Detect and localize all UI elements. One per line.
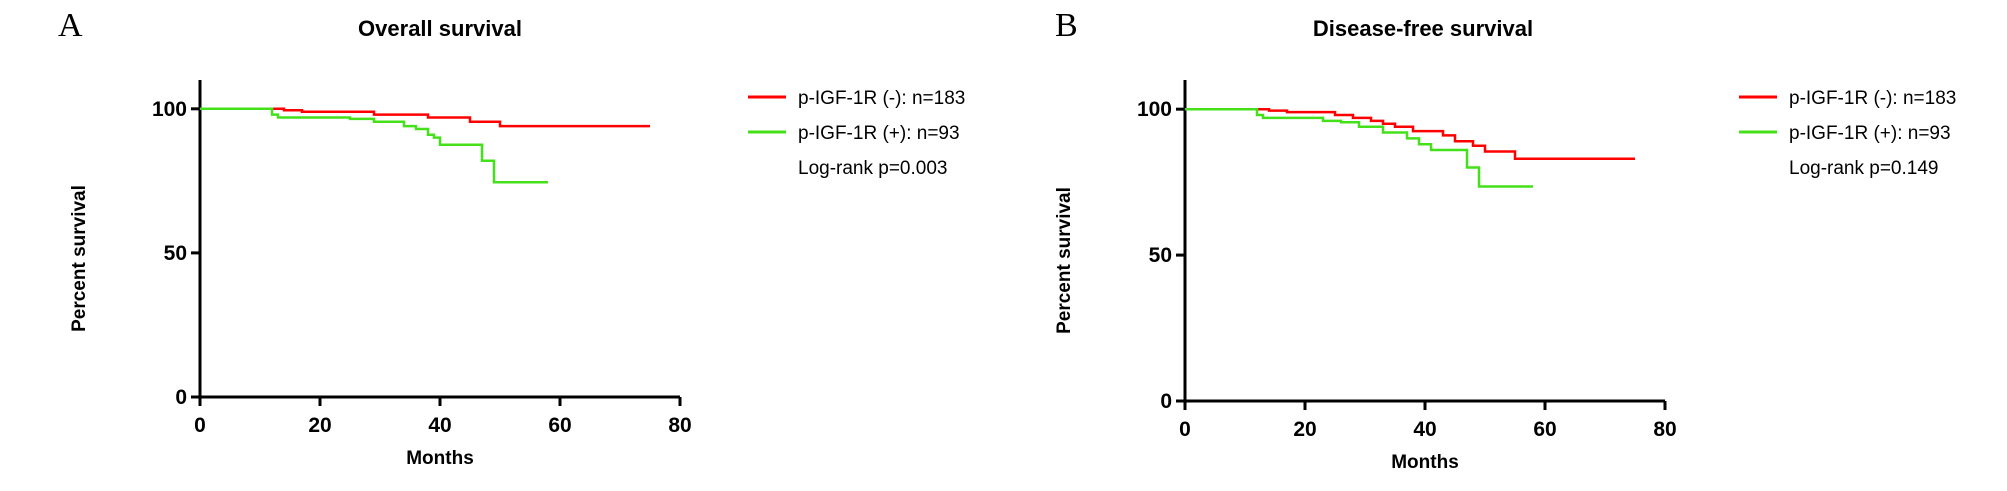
y-axis-label: Percent survival — [69, 185, 90, 332]
series-line-positive — [1185, 107, 1533, 188]
series-line-positive — [200, 107, 548, 184]
x-tick-label: 80 — [668, 414, 691, 437]
log-rank-annotation: Log-rank p=0.003 — [798, 158, 947, 179]
x-tick-label: 40 — [1413, 418, 1436, 441]
x-axis-label: Months — [1391, 452, 1459, 473]
chart-title: Disease-free survival — [1313, 16, 1533, 41]
y-tick-label: 100 — [152, 98, 187, 121]
y-tick-label: 0 — [1160, 390, 1172, 413]
x-tick-label: 80 — [1653, 418, 1676, 441]
legend-label: p-IGF-1R (-): n=183 — [1789, 88, 1956, 109]
y-tick-label: 50 — [164, 242, 187, 265]
y-tick-label: 50 — [1149, 244, 1172, 267]
y-axis-label: Percent survival — [1054, 187, 1075, 334]
x-axis-label: Months — [406, 448, 474, 469]
legend-label: p-IGF-1R (+): n=93 — [1789, 123, 1951, 144]
panel-letter: A — [58, 7, 83, 44]
y-tick-label: 100 — [1137, 98, 1172, 121]
chart-panel-b: B Disease-free survival 0 50 100 0 20 40 60 80 Mon… — [1054, 7, 1956, 473]
x-tick-label: 0 — [1179, 418, 1191, 441]
x-tick-label: 60 — [548, 414, 571, 437]
x-tick-label: 40 — [428, 414, 451, 437]
chart-panel-a: A Overall survival 0 50 100 0 20 40 60 80 Months Pe… — [58, 7, 965, 469]
log-rank-annotation: Log-rank p=0.149 — [1789, 158, 1938, 179]
series-line-negative — [1185, 107, 1635, 161]
y-tick-label: 0 — [175, 386, 187, 409]
x-tick-label: 20 — [308, 414, 331, 437]
x-tick-label: 60 — [1533, 418, 1556, 441]
panel-letter: B — [1055, 7, 1078, 44]
x-tick-label: 0 — [194, 414, 206, 437]
legend-label: p-IGF-1R (+): n=93 — [798, 123, 960, 144]
series-line-negative — [200, 107, 650, 128]
legend-label: p-IGF-1R (-): n=183 — [798, 88, 965, 109]
x-tick-label: 20 — [1293, 418, 1316, 441]
chart-title: Overall survival — [358, 16, 522, 41]
